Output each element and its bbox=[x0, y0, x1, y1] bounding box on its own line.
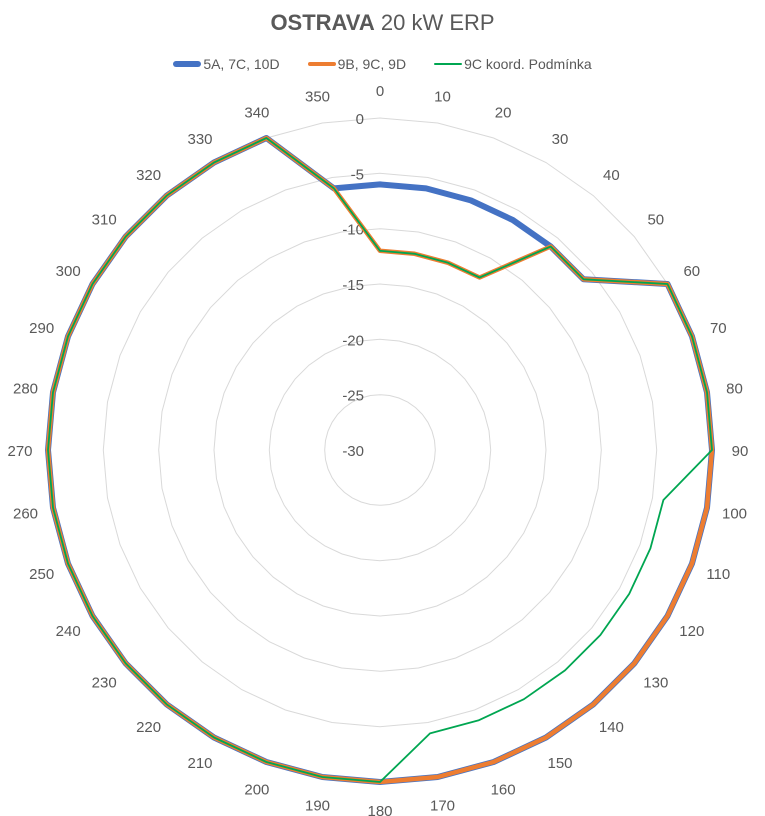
legend: 5A, 7C, 10D 9B, 9C, 9D 9C koord. Podmínk… bbox=[0, 56, 765, 72]
angle-label: 230 bbox=[92, 674, 117, 691]
legend-item-1: 5A, 7C, 10D bbox=[173, 56, 280, 72]
angle-label: 210 bbox=[187, 755, 212, 772]
legend-item-2: 9B, 9C, 9D bbox=[307, 56, 407, 72]
angle-label: 280 bbox=[13, 381, 38, 398]
legend-label-1: 5A, 7C, 10D bbox=[203, 56, 280, 72]
angle-label: 240 bbox=[56, 623, 81, 640]
angle-label: 90 bbox=[732, 443, 749, 460]
angle-label: 220 bbox=[136, 719, 161, 736]
angle-label: 260 bbox=[13, 506, 38, 523]
legend-label-2: 9B, 9C, 9D bbox=[337, 56, 407, 72]
angle-label: 160 bbox=[491, 781, 516, 798]
value-tick-label: -5 bbox=[351, 166, 364, 183]
chart-title-rest: 20 kW ERP bbox=[380, 10, 495, 35]
value-tick-label: -25 bbox=[342, 388, 364, 405]
grid-ring bbox=[268, 338, 492, 562]
angle-label: 80 bbox=[726, 381, 743, 398]
angle-label: 10 bbox=[434, 89, 451, 106]
legend-swatch-2 bbox=[307, 62, 336, 66]
angle-label: 190 bbox=[305, 798, 330, 815]
angle-label: 350 bbox=[305, 89, 330, 106]
grid-ring bbox=[324, 394, 436, 506]
angle-label: 50 bbox=[647, 212, 664, 229]
chart-title: OSTRAVA 20 kW ERP bbox=[0, 10, 765, 36]
angle-label: 180 bbox=[367, 803, 392, 816]
value-tick-label: -20 bbox=[342, 332, 364, 349]
legend-item-3: 9C koord. Podmínka bbox=[434, 56, 592, 72]
value-tick-label: -10 bbox=[342, 222, 364, 239]
chart-title-bold: OSTRAVA bbox=[270, 10, 375, 35]
legend-swatch-1 bbox=[173, 61, 202, 67]
angle-label: 270 bbox=[7, 443, 32, 460]
value-tick-label: -30 bbox=[342, 443, 364, 460]
legend-label-3: 9C koord. Podmínka bbox=[464, 56, 592, 72]
angle-label: 60 bbox=[683, 263, 700, 280]
angle-label: 310 bbox=[92, 212, 117, 229]
angle-label: 110 bbox=[706, 566, 730, 583]
angle-label: 0 bbox=[376, 83, 384, 100]
angle-label: 20 bbox=[495, 105, 512, 122]
legend-swatch-3 bbox=[434, 63, 463, 65]
angle-label: 40 bbox=[603, 167, 620, 184]
angle-label: 120 bbox=[679, 623, 704, 640]
grid-ring bbox=[102, 172, 658, 728]
angle-label: 170 bbox=[430, 798, 455, 815]
angle-label: 140 bbox=[599, 719, 624, 736]
value-tick-label: 0 bbox=[356, 111, 364, 128]
angle-label: 320 bbox=[136, 167, 161, 184]
angle-label: 250 bbox=[29, 566, 54, 583]
angle-label: 30 bbox=[552, 131, 569, 148]
angle-label: 70 bbox=[710, 320, 727, 337]
angle-label: 330 bbox=[187, 131, 212, 148]
angle-label: 100 bbox=[722, 506, 747, 523]
grid-ring bbox=[158, 228, 602, 672]
angle-label: 290 bbox=[29, 320, 54, 337]
angle-label: 300 bbox=[56, 263, 81, 280]
grid-ring bbox=[213, 283, 547, 617]
angle-label: 130 bbox=[643, 674, 668, 691]
angle-label: 150 bbox=[547, 755, 572, 772]
angle-label: 200 bbox=[244, 781, 269, 798]
value-tick-label: -15 bbox=[342, 277, 364, 294]
angle-label: 340 bbox=[244, 105, 269, 122]
